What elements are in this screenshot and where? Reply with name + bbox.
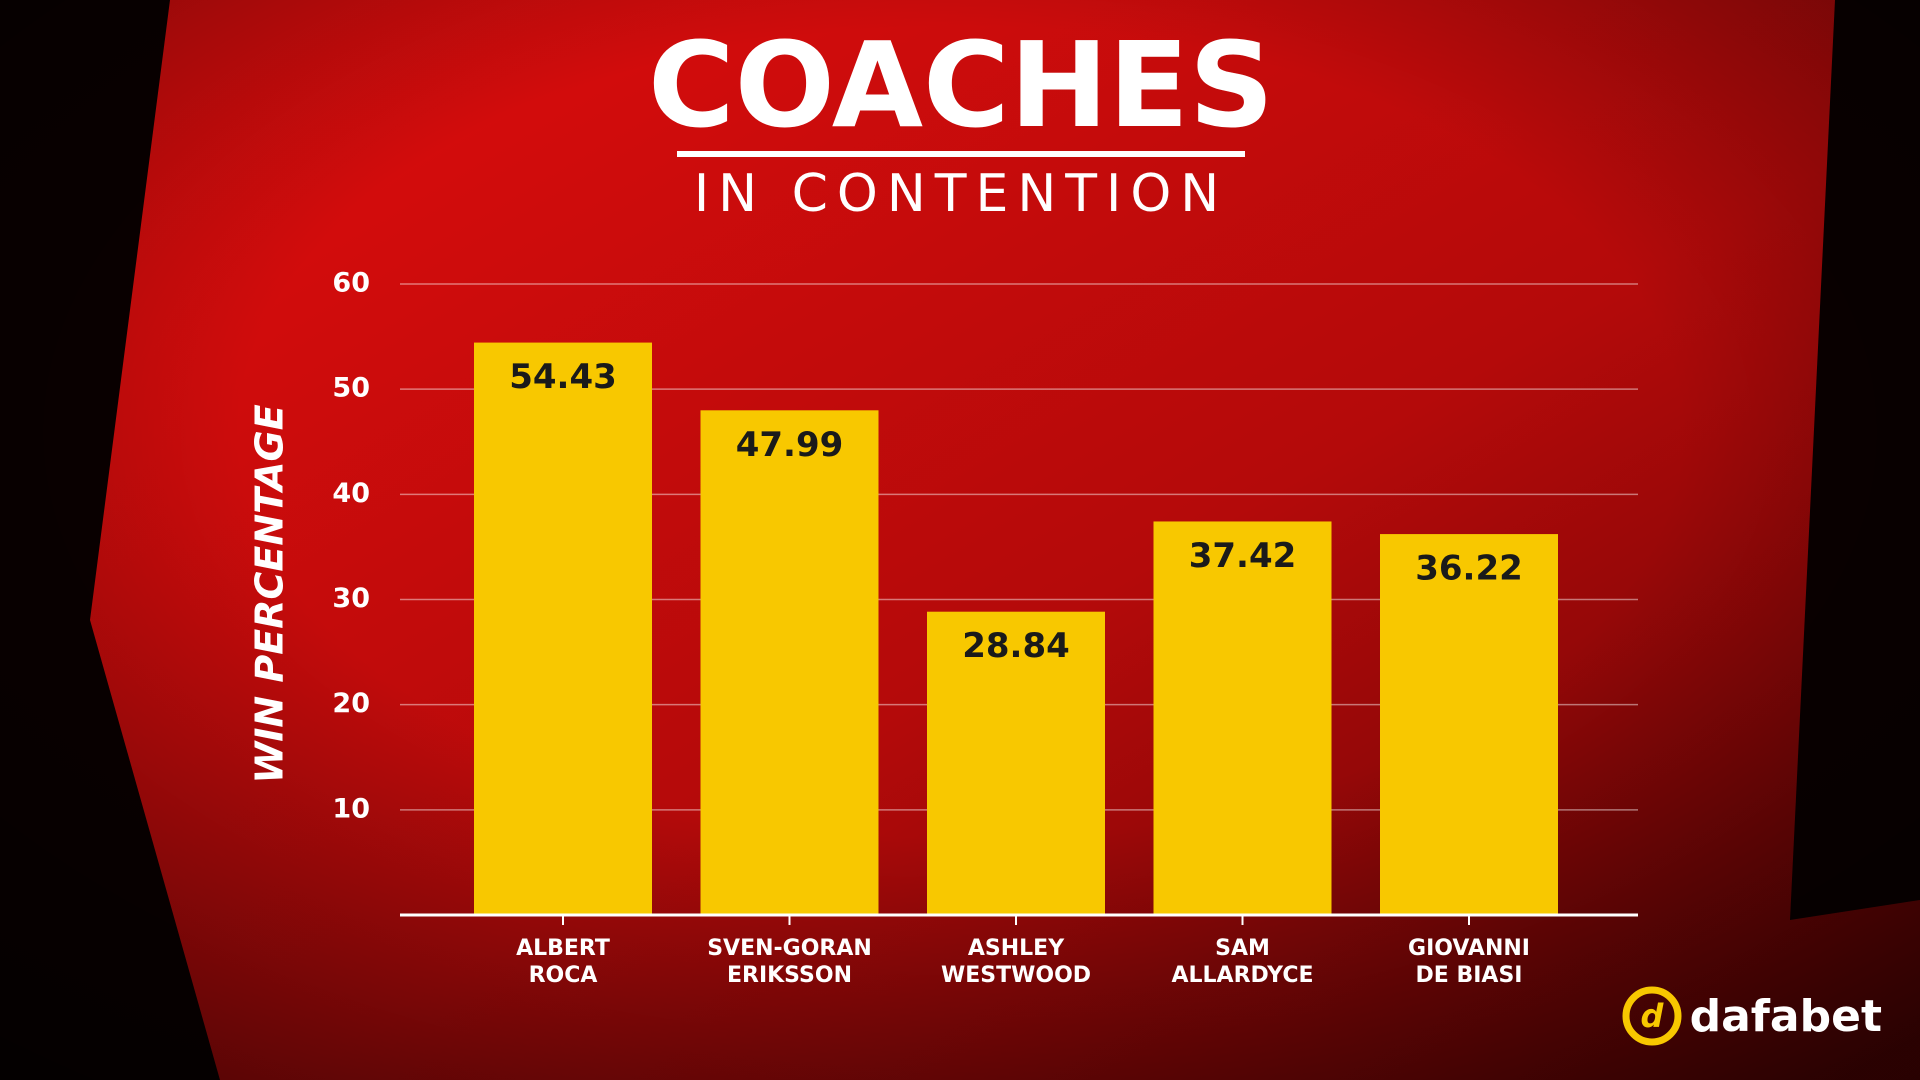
value-label: 28.84 (962, 626, 1070, 666)
bar (927, 611, 1105, 915)
y-tick-label: 30 (332, 583, 370, 614)
value-label: 47.99 (736, 425, 844, 465)
value-label: 36.22 (1415, 549, 1523, 589)
chart-title: COACHES (648, 16, 1274, 154)
y-tick-label: 60 (332, 268, 370, 299)
x-tick-label: ALBERT ROCA (516, 936, 610, 988)
x-tick-label: SVEN-GORAN ERIKSSON (707, 936, 872, 988)
x-tick-label: SAM ALLARDYCE (1171, 936, 1314, 988)
bar (700, 410, 879, 915)
chart-subtitle: IN CONTENTION (694, 164, 1228, 224)
logo: d dafabet (1622, 986, 1882, 1046)
x-tick-label: GIOVANNI DE BIASI (1408, 936, 1530, 988)
y-tick-label: 50 (332, 373, 370, 404)
logo-icon: d (1622, 986, 1682, 1046)
svg-text:d: d (1640, 997, 1664, 1035)
logo-text: dafabet (1689, 990, 1882, 1042)
y-tick-label: 40 (332, 478, 370, 509)
y-tick-label: 20 (332, 688, 370, 719)
value-label: 54.43 (509, 357, 617, 397)
bar (474, 342, 652, 915)
y-axis-label: WIN PERCENTAGE (248, 404, 292, 783)
bar (1153, 521, 1332, 915)
bar (1380, 534, 1558, 915)
y-tick-label: 10 (332, 793, 370, 824)
value-label: 37.42 (1189, 536, 1297, 576)
x-tick-label: ASHLEY WESTWOOD (940, 936, 1092, 988)
title-rule (677, 151, 1245, 157)
